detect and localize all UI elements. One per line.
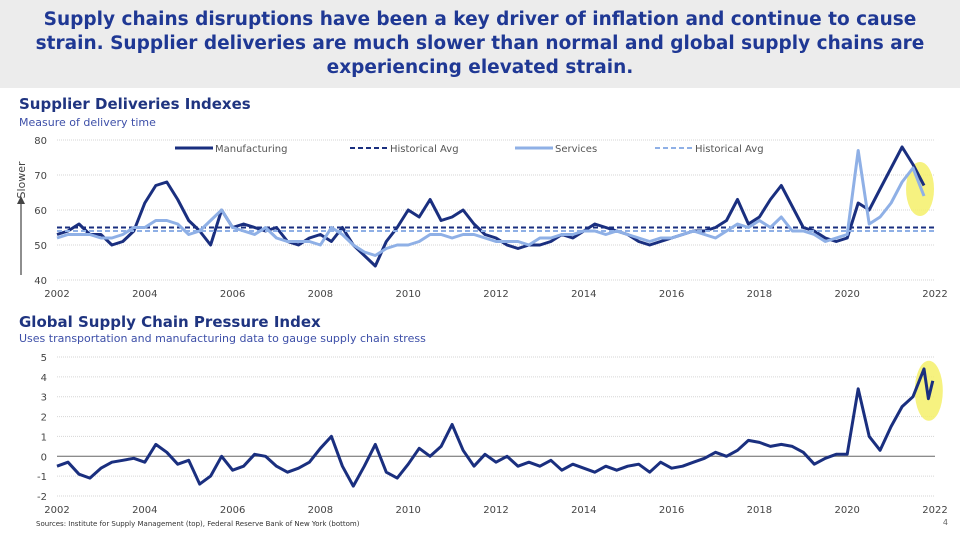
y-tick-label: 60 bbox=[34, 206, 47, 217]
header-text: Supply chains disruptions have been a ke… bbox=[35, 9, 925, 78]
x-tick-label: 2020 bbox=[834, 289, 859, 300]
y-tick-label: 3 bbox=[41, 393, 47, 404]
x-tick-label: 2012 bbox=[483, 289, 508, 300]
up-arrow-head-icon bbox=[17, 196, 25, 204]
x-tick-label: 2004 bbox=[132, 505, 157, 516]
x-tick-label: 2022 bbox=[922, 289, 947, 300]
legend-label: Services bbox=[555, 144, 597, 155]
chart2-title: Global Supply Chain Pressure Index bbox=[19, 313, 321, 331]
sources-note: Sources: Institute for Supply Management… bbox=[36, 520, 360, 528]
x-tick-label: 2010 bbox=[395, 289, 420, 300]
series-line-services bbox=[56, 149, 926, 257]
y-tick-label: -2 bbox=[37, 492, 47, 503]
y-tick-label: 40 bbox=[34, 276, 47, 287]
legend-label: Historical Avg bbox=[695, 144, 764, 155]
y-tick-label: 80 bbox=[34, 136, 47, 147]
y-tick-label: 5 bbox=[41, 353, 47, 364]
series-line-manufacturing bbox=[56, 145, 926, 268]
y-tick-label: 50 bbox=[34, 241, 47, 252]
x-tick-label: 2002 bbox=[44, 289, 69, 300]
highlight-ellipse bbox=[914, 360, 943, 421]
series-line-gscpi bbox=[56, 367, 935, 488]
x-tick-label: 2016 bbox=[659, 289, 684, 300]
x-tick-label: 2018 bbox=[747, 289, 772, 300]
chart2-subtitle: Uses transportation and manufacturing da… bbox=[19, 332, 426, 345]
y-axis-label: Slower bbox=[15, 161, 28, 199]
y-tick-label: 70 bbox=[34, 171, 47, 182]
x-tick-label: 2006 bbox=[220, 289, 245, 300]
x-tick-label: 2008 bbox=[308, 289, 333, 300]
header-banner: Supply chains disruptions have been a ke… bbox=[0, 0, 960, 88]
x-tick-label: 2016 bbox=[659, 505, 684, 516]
legend-label: Historical Avg bbox=[390, 144, 459, 155]
y-tick-label: 4 bbox=[41, 373, 47, 384]
y-tick-label: 2 bbox=[41, 413, 47, 424]
legend-label: Manufacturing bbox=[215, 144, 287, 155]
page-number: 4 bbox=[942, 518, 948, 527]
x-tick-label: 2018 bbox=[747, 505, 772, 516]
x-tick-label: 2010 bbox=[395, 505, 420, 516]
y-tick-label: 0 bbox=[41, 452, 47, 463]
x-tick-label: 2022 bbox=[922, 505, 947, 516]
x-tick-label: 2020 bbox=[834, 505, 859, 516]
x-tick-label: 2014 bbox=[571, 505, 596, 516]
y-tick-label: 1 bbox=[41, 432, 47, 443]
x-tick-label: 2004 bbox=[132, 289, 157, 300]
x-tick-label: 2002 bbox=[44, 505, 69, 516]
y-tick-label: -1 bbox=[37, 472, 47, 483]
x-tick-label: 2008 bbox=[308, 505, 333, 516]
x-tick-label: 2014 bbox=[571, 289, 596, 300]
chart1-title: Supplier Deliveries Indexes bbox=[19, 95, 251, 113]
chart1-subtitle: Measure of delivery time bbox=[19, 116, 156, 129]
x-tick-label: 2006 bbox=[220, 505, 245, 516]
x-tick-label: 2012 bbox=[483, 505, 508, 516]
